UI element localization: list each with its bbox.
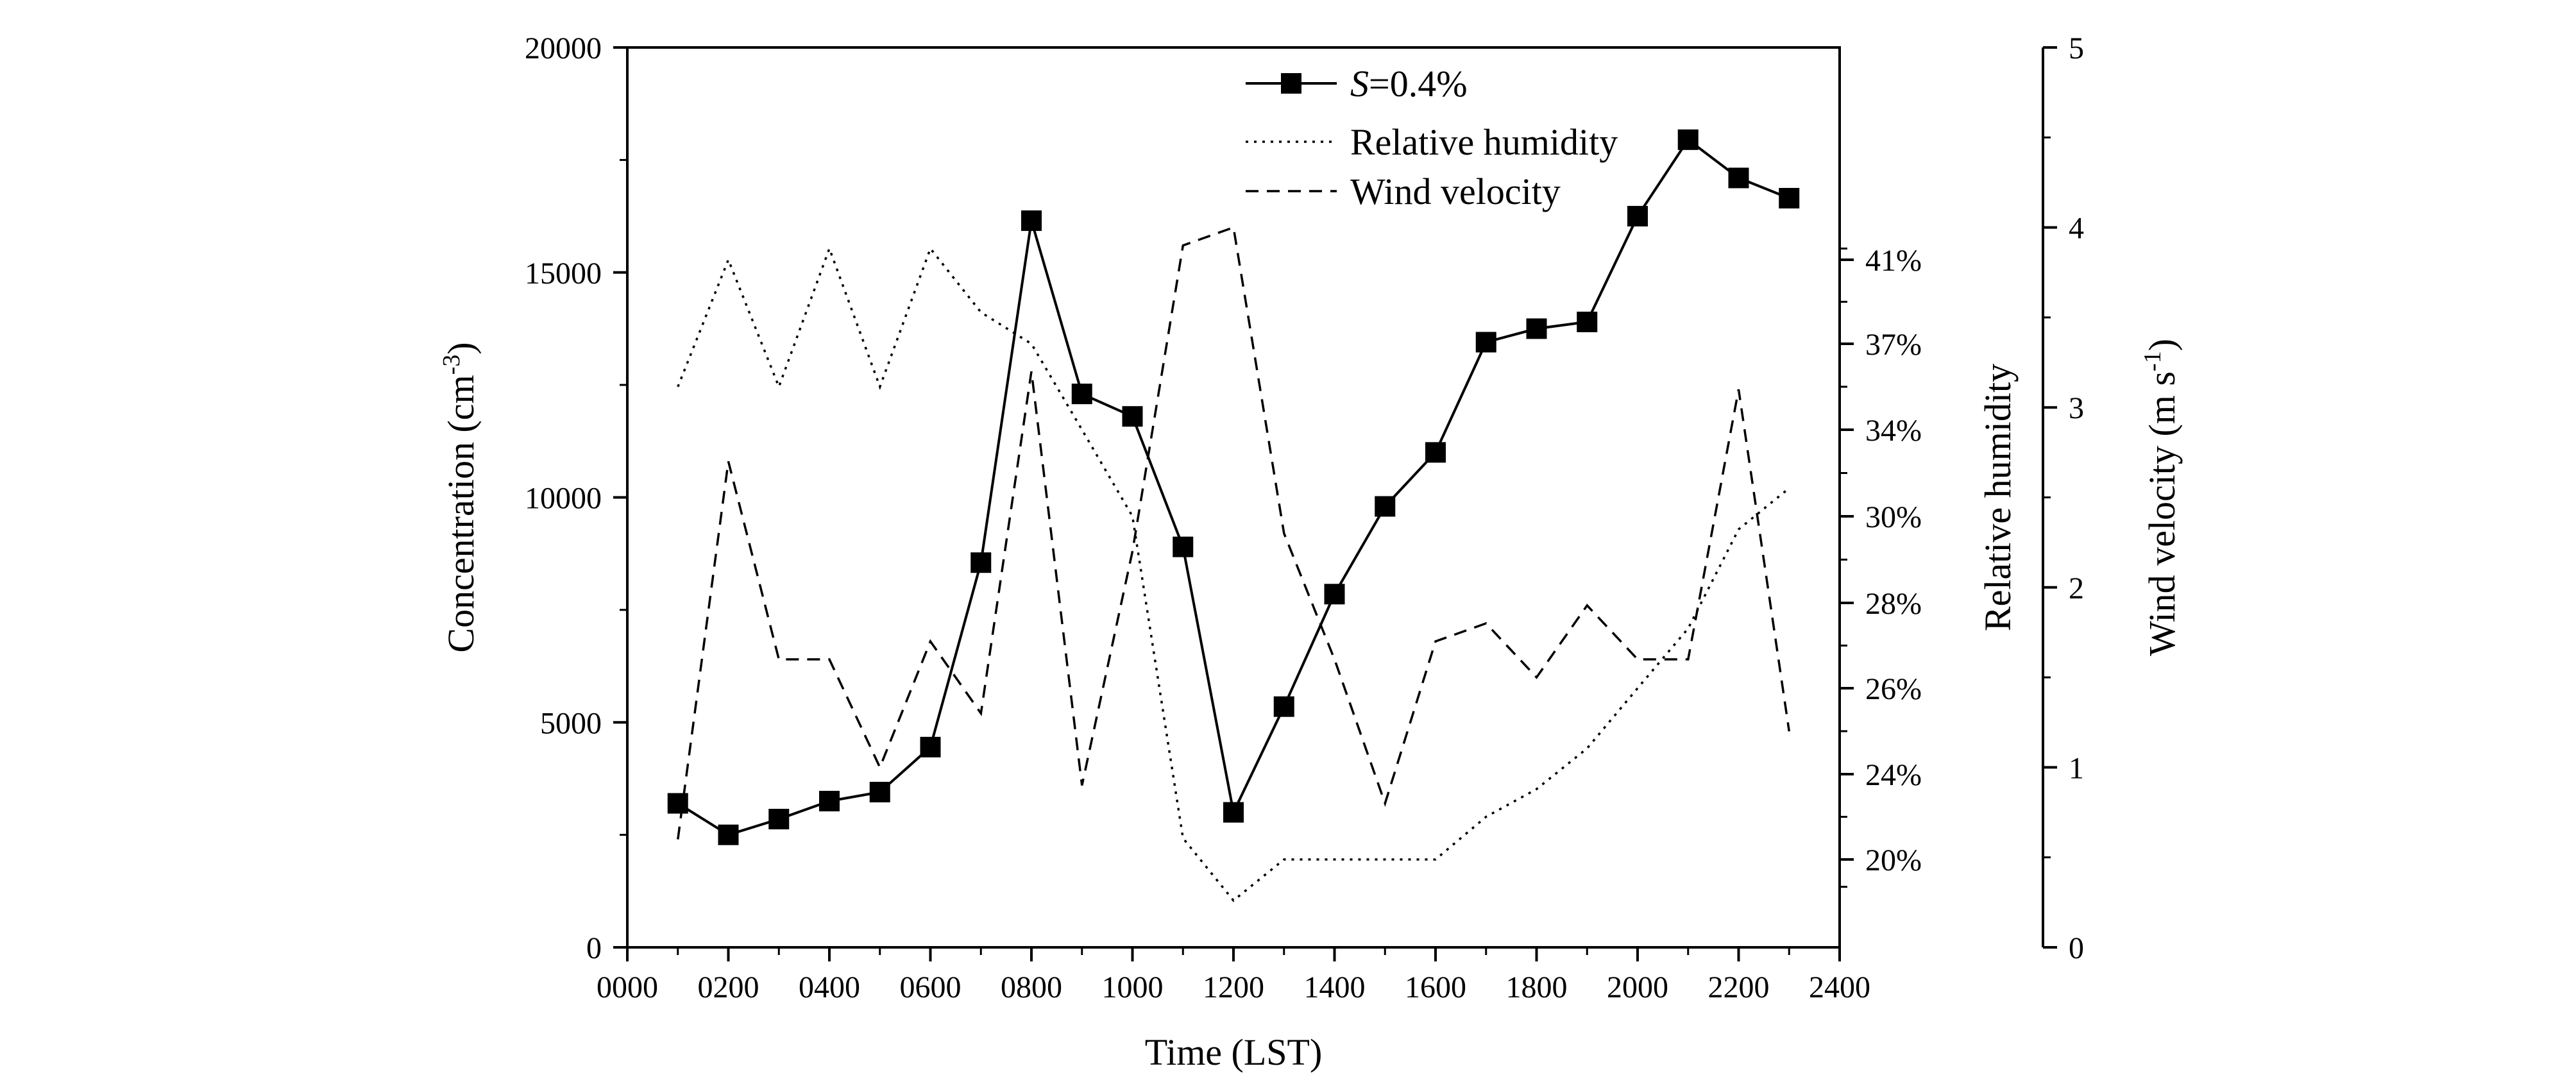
x-tick-label: 0600 xyxy=(900,970,962,1004)
legend-label-dotted: Relative humidity xyxy=(1350,121,1618,163)
y-left-tick-label: 0 xyxy=(586,931,602,965)
data-point-square xyxy=(869,781,890,802)
y-wind-tick-label: 4 xyxy=(2069,212,2084,246)
axis-titles: Time (LST) Concentration (cm-3) Relative h… xyxy=(438,339,2183,1073)
data-point-square xyxy=(1223,802,1244,823)
y-left-tick-label: 20000 xyxy=(525,31,602,65)
series-line-relative-humidity xyxy=(677,245,1790,902)
data-point-square xyxy=(1677,129,1699,150)
y-wind-tick-label: 0 xyxy=(2069,931,2084,965)
data-point-square xyxy=(1324,584,1345,605)
data-point-square xyxy=(1173,536,1194,557)
x-tick-label: 1800 xyxy=(1506,970,1568,1004)
y-wind-tick-label: 2 xyxy=(2069,571,2084,605)
data-point-square xyxy=(970,552,992,573)
data-point-square xyxy=(1526,318,1547,339)
series-line-concentration xyxy=(677,137,1790,836)
x-tick-label: 0000 xyxy=(597,970,658,1004)
y-rh-tick-label: 24% xyxy=(1865,758,1922,792)
y-wind-tick-label: 1 xyxy=(2069,751,2084,785)
y-left-axis-title: Concentration (cm-3) xyxy=(438,342,482,652)
y-rh-tick-label: 37% xyxy=(1865,328,1922,362)
x-axis-title: Time (LST) xyxy=(1145,1031,1323,1073)
y-rh-axis-title: Relative humidity xyxy=(1977,364,2019,631)
y-rh-tick-label: 20% xyxy=(1865,843,1922,877)
y-rh-tick-label: 28% xyxy=(1865,587,1922,621)
data-point-square xyxy=(718,824,739,845)
data-point-square xyxy=(1577,311,1598,332)
data-point-square xyxy=(819,791,840,812)
data-point-square xyxy=(768,809,790,830)
y-wind-axis-title: Wind velocity (m s-1) xyxy=(2139,339,2183,656)
data-point-square xyxy=(1627,206,1648,227)
data-point-square xyxy=(1728,167,1749,189)
legend-marker-square xyxy=(1281,73,1301,94)
y-left-tick-label: 15000 xyxy=(525,257,602,291)
x-tick-label: 0400 xyxy=(799,970,860,1004)
data-point-square xyxy=(1273,696,1294,717)
data-point-square xyxy=(920,736,941,757)
y-rh-tick-label: 34% xyxy=(1865,414,1922,448)
axes: 0000 0200 0400 0600 0800 1000 1200 1400 1600 1800… xyxy=(525,31,2084,1004)
x-tick-label: 2400 xyxy=(1809,970,1870,1004)
y-rh-tick-label: 26% xyxy=(1865,672,1922,706)
y-wind-tick-label: 5 xyxy=(2069,31,2084,65)
data-point-square xyxy=(1475,332,1496,353)
y-left-tick-label: 5000 xyxy=(540,706,602,740)
legend-label-concentration: S=0.4% xyxy=(1350,63,1468,105)
data-point-square xyxy=(1425,442,1446,463)
x-tick-label: 2000 xyxy=(1607,970,1668,1004)
legend-label-dashed: Wind velocity xyxy=(1350,171,1561,212)
x-tick-label: 1000 xyxy=(1102,970,1164,1004)
series-line-wind-velocity xyxy=(677,226,1791,840)
x-tick-label: 0200 xyxy=(698,970,759,1004)
legend: S=0.4% Relative humidity Wind velocity xyxy=(1246,63,1618,212)
data-point-square xyxy=(1779,188,1800,209)
data-point-square xyxy=(1375,496,1396,517)
x-tick-label: 2200 xyxy=(1708,970,1770,1004)
y-rh-tick-label: 41% xyxy=(1865,244,1922,278)
data-point-square xyxy=(1071,384,1092,405)
data-point-square xyxy=(1122,406,1143,427)
x-tick-label: 1400 xyxy=(1304,970,1366,1004)
x-tick-label: 0800 xyxy=(1001,970,1062,1004)
data-point-square xyxy=(667,793,688,814)
series-layer xyxy=(667,129,1800,902)
x-tick-label: 1600 xyxy=(1405,970,1466,1004)
y-wind-tick-label: 3 xyxy=(2069,391,2084,425)
y-rh-tick-label: 30% xyxy=(1865,500,1922,534)
data-point-square xyxy=(1021,210,1042,232)
x-tick-label: 1200 xyxy=(1203,970,1264,1004)
y-left-tick-label: 10000 xyxy=(525,482,602,516)
